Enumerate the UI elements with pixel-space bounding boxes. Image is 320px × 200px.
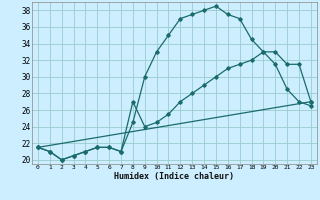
X-axis label: Humidex (Indice chaleur): Humidex (Indice chaleur) [115,172,234,181]
